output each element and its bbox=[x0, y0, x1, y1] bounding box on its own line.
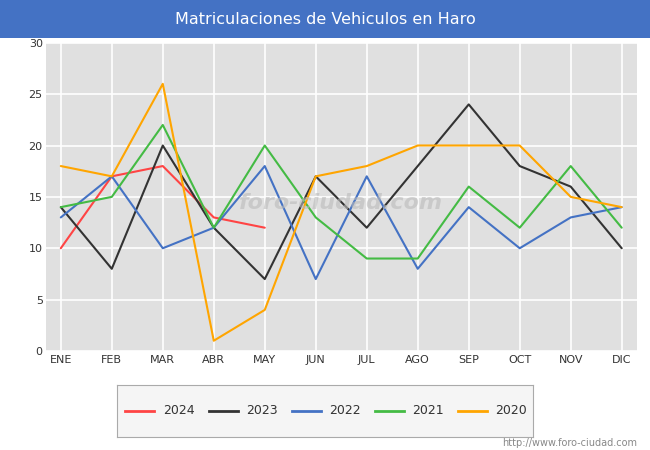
Text: http://www.foro-ciudad.com: http://www.foro-ciudad.com bbox=[502, 438, 637, 448]
Text: 2023: 2023 bbox=[246, 404, 278, 417]
Text: 2024: 2024 bbox=[162, 404, 194, 417]
Text: Matriculaciones de Vehiculos en Haro: Matriculaciones de Vehiculos en Haro bbox=[175, 12, 475, 27]
Text: 2020: 2020 bbox=[495, 404, 527, 417]
Text: foro-ciudad.com: foro-ciudad.com bbox=[239, 193, 443, 213]
Text: 2021: 2021 bbox=[412, 404, 444, 417]
Text: 2022: 2022 bbox=[329, 404, 361, 417]
